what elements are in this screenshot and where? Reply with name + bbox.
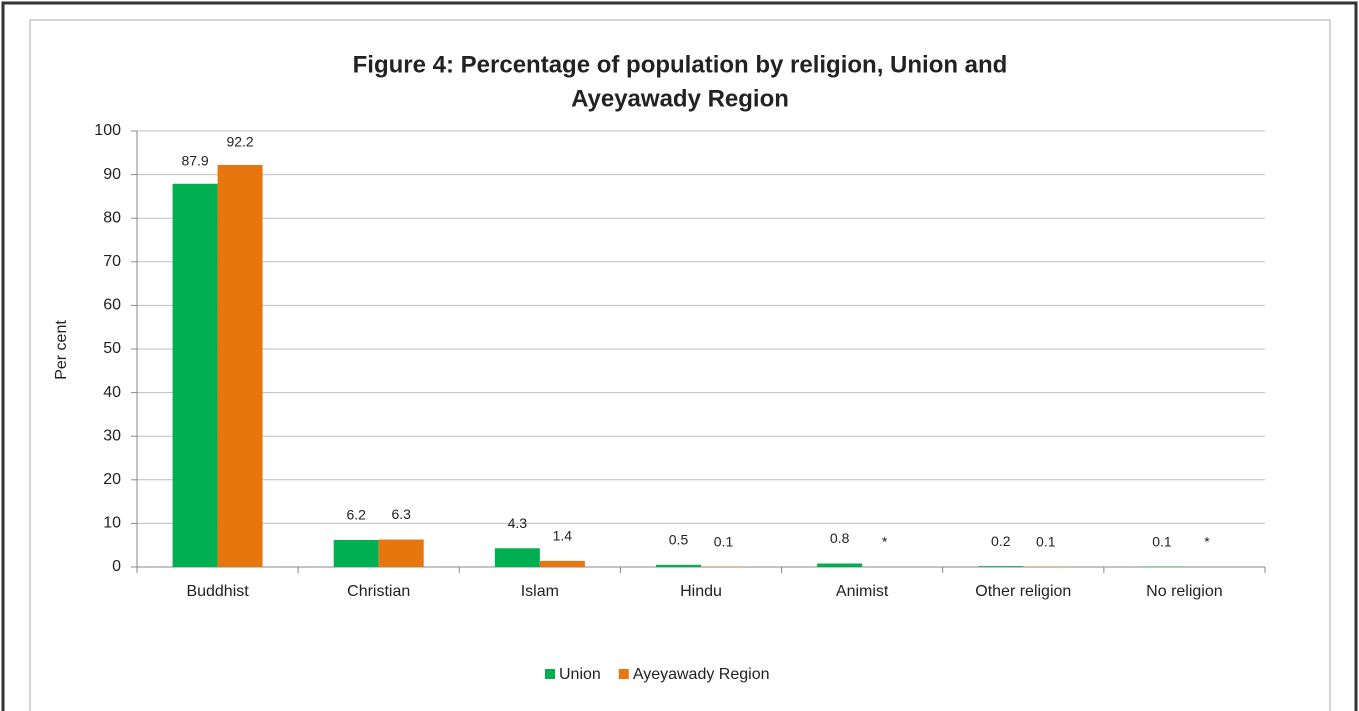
bar [172,183,218,568]
chart-title: Figure 4: Percentage of population by re… [353,51,1008,78]
x-tick-label: Hindu [680,583,722,600]
y-tick-label: 30 [103,427,121,444]
legend-label: Union [559,666,601,683]
value-label: 0.8 [830,530,850,546]
y-axis-label: Per cent [53,320,70,380]
value-label: 0.5 [669,532,689,548]
chart-frame [29,19,1331,711]
value-label: * [882,534,888,550]
value-label: 0.1 [1036,533,1056,549]
value-label: * [1204,534,1210,550]
value-label: 87.9 [181,152,208,168]
x-tick-label: No religion [1146,583,1222,600]
bar [978,566,1024,567]
x-tick-label: Islam [521,583,559,600]
value-label: 6.2 [346,507,366,523]
y-tick-label: 10 [103,515,121,532]
value-label: 4.3 [508,515,528,531]
bar [378,539,424,567]
y-tick-label: 60 [103,297,121,314]
y-tick-label: 40 [103,384,121,401]
y-tick-label: 0 [112,558,121,575]
value-label: 92.2 [226,134,253,150]
y-tick-label: 80 [103,209,121,226]
bar [494,548,540,567]
value-label: 0.1 [714,533,734,549]
bar [217,165,263,567]
legend-swatch [618,669,629,679]
x-tick-label: Buddhist [186,583,249,600]
y-tick-label: 100 [94,122,121,139]
value-label: 0.1 [1152,533,1172,549]
value-label: 6.3 [391,506,411,522]
x-tick-label: Other religion [975,583,1071,600]
value-label: 1.4 [553,528,573,544]
x-tick-label: Christian [347,583,410,600]
y-tick-label: 70 [103,253,121,270]
bar [656,564,701,567]
x-tick-label: Animist [836,583,889,600]
legend-label: Ayeyawady Region [633,666,770,683]
bar [539,560,585,567]
legend-swatch [545,669,555,679]
value-label: 0.2 [991,533,1011,549]
y-tick-label: 90 [103,166,121,183]
bar [817,563,863,567]
y-tick-label: 50 [103,340,121,357]
y-tick-label: 20 [103,471,121,488]
bar [333,539,379,567]
chart-title: Ayeyawady Region [571,85,789,112]
